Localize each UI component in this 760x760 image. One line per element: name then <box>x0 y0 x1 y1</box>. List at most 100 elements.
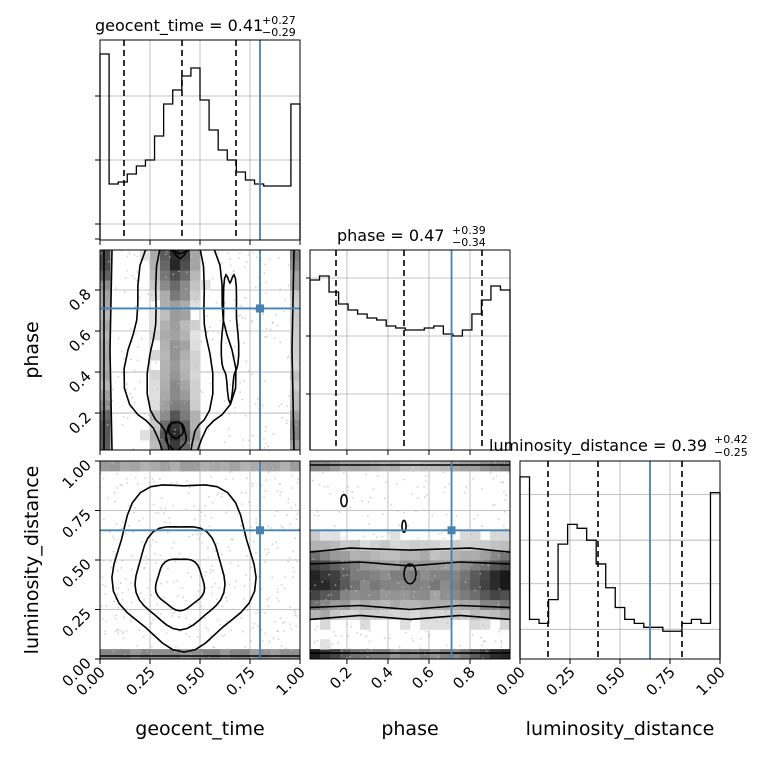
density-phase-lumdist-cell <box>320 569 331 581</box>
scatter-geocent-lumdist-point <box>101 583 104 586</box>
density-geocent-phase-cell <box>170 440 181 450</box>
density-geocent-lumdist-cell <box>270 649 281 659</box>
scatter-geocent-lumdist-point <box>178 615 180 618</box>
title-lumdist-sup: +0.42 <box>714 433 748 446</box>
density-geocent-phase-cell <box>100 380 111 391</box>
density-phase-lumdist-cell <box>440 461 451 472</box>
density-geocent-phase-cell <box>150 260 161 271</box>
scatter-geocent-lumdist-point <box>207 463 210 466</box>
density-phase-lumdist-cell <box>330 569 341 581</box>
density-geocent-phase-cell <box>180 320 191 331</box>
scatter-phase-lumdist-point <box>338 607 341 610</box>
scatter-phase-lumdist-point <box>357 539 360 541</box>
scatter-geocent-phase-point <box>286 422 288 425</box>
scatter-geocent-phase-point <box>148 260 151 263</box>
scatter-geocent-phase-point <box>106 344 109 347</box>
density-geocent-lumdist-cell <box>100 461 111 472</box>
xtick-geocent-label-2: 0.50 <box>172 663 208 699</box>
density-geocent-phase-cell <box>290 320 300 331</box>
scatter-geocent-lumdist-point <box>218 587 221 590</box>
scatter-geocent-phase-point <box>241 316 244 319</box>
scatter-phase-lumdist-point <box>313 514 316 517</box>
density-geocent-lumdist-cell <box>150 649 161 659</box>
density-phase-lumdist-cell <box>420 609 431 620</box>
scatter-geocent-phase-point <box>195 416 197 418</box>
scatter-geocent-phase-point <box>287 355 290 358</box>
density-geocent-lumdist-cell <box>140 461 151 472</box>
scatter-geocent-lumdist-point <box>146 587 149 589</box>
scatter-geocent-phase-point <box>286 405 289 408</box>
scatter-geocent-lumdist-point <box>204 617 206 619</box>
scatter-geocent-lumdist-point <box>287 560 290 563</box>
density-geocent-phase-cell <box>140 250 151 261</box>
scatter-phase-lumdist-point <box>428 586 431 589</box>
density-phase-lumdist-cell <box>490 560 501 571</box>
scatter-geocent-phase-point <box>176 345 179 348</box>
scatter-geocent-lumdist-point <box>196 602 199 605</box>
density-geocent-phase-cell <box>100 360 111 371</box>
density-geocent-lumdist-cell <box>110 649 121 659</box>
scatter-geocent-lumdist-point <box>165 581 168 583</box>
scatter-geocent-lumdist-point <box>255 518 258 521</box>
scatter-geocent-phase-point <box>238 324 240 327</box>
scatter-geocent-lumdist-point <box>281 526 284 529</box>
ytick-lumdist-label-1: 0.25 <box>58 605 94 641</box>
scatter-phase-lumdist-point <box>327 646 330 649</box>
density-phase-lumdist-cell <box>340 550 351 561</box>
scatter-geocent-lumdist-point <box>284 587 286 590</box>
density-phase-lumdist-cell <box>320 649 331 659</box>
density-phase-lumdist-cell <box>320 619 331 630</box>
density-phase-lumdist-cell <box>360 599 371 610</box>
scatter-geocent-lumdist-point <box>151 538 154 541</box>
density-geocent-phase-cell <box>160 410 171 421</box>
density-phase-lumdist-cell <box>500 589 510 601</box>
scatter-geocent-lumdist-point <box>295 518 298 521</box>
scatter-phase-lumdist-point <box>346 573 348 576</box>
density-geocent-phase-cell <box>180 380 191 391</box>
scatter-geocent-phase-point <box>296 319 299 322</box>
density-geocent-lumdist-cell <box>180 461 191 472</box>
scatter-geocent-lumdist-point <box>104 585 107 588</box>
scatter-geocent-lumdist-point <box>115 523 118 526</box>
scatter-geocent-lumdist-point <box>287 501 290 504</box>
scatter-phase-lumdist-point <box>366 647 369 650</box>
scatter-geocent-lumdist-point <box>294 558 297 561</box>
scatter-phase-lumdist-point <box>412 640 415 643</box>
scatter-geocent-lumdist-point <box>257 625 259 628</box>
scatter-phase-lumdist-point <box>444 611 447 613</box>
density-geocent-phase-cell <box>170 350 181 361</box>
density-geocent-lumdist-cell <box>180 649 191 659</box>
density-phase-lumdist-cell <box>340 579 351 591</box>
density-geocent-phase-cell <box>160 360 171 371</box>
scatter-geocent-phase-point <box>185 363 188 365</box>
scatter-geocent-phase-point <box>195 301 198 304</box>
scatter-geocent-lumdist-point <box>226 648 229 650</box>
scatter-geocent-lumdist-point <box>267 605 270 607</box>
density-phase-lumdist-cell <box>380 609 391 620</box>
scatter-phase-lumdist-point <box>367 650 369 653</box>
scatter-phase-lumdist-point <box>473 517 476 520</box>
scatter-phase-lumdist-point <box>349 506 351 509</box>
density-phase-lumdist-cell <box>450 589 461 601</box>
scatter-phase-lumdist-point <box>381 588 384 591</box>
density-phase-lumdist-cell <box>340 461 351 472</box>
scatter-geocent-lumdist-point <box>129 582 132 585</box>
scatter-geocent-lumdist-point <box>115 630 118 633</box>
scatter-phase-lumdist-point <box>504 609 507 611</box>
scatter-geocent-phase-point <box>128 252 131 255</box>
xtick-geocent-label-1: 0.25 <box>122 663 158 699</box>
scatter-phase-lumdist-point <box>482 640 485 643</box>
scatter-geocent-lumdist-point <box>205 462 207 465</box>
scatter-geocent-phase-point <box>105 349 107 351</box>
scatter-geocent-phase-point <box>279 341 282 344</box>
scatter-phase-lumdist-point <box>489 471 492 474</box>
density-phase-lumdist-cell <box>350 569 361 581</box>
density-phase-lumdist-cell <box>400 619 411 630</box>
scatter-geocent-lumdist-point <box>100 605 103 607</box>
scatter-phase-lumdist-point <box>327 594 330 597</box>
density-geocent-phase-cell <box>200 280 211 291</box>
density-geocent-phase-cell <box>290 360 300 371</box>
scatter-geocent-phase-point <box>225 342 227 344</box>
scatter-geocent-phase-point <box>240 305 243 308</box>
scatter-geocent-phase-point <box>265 281 268 284</box>
